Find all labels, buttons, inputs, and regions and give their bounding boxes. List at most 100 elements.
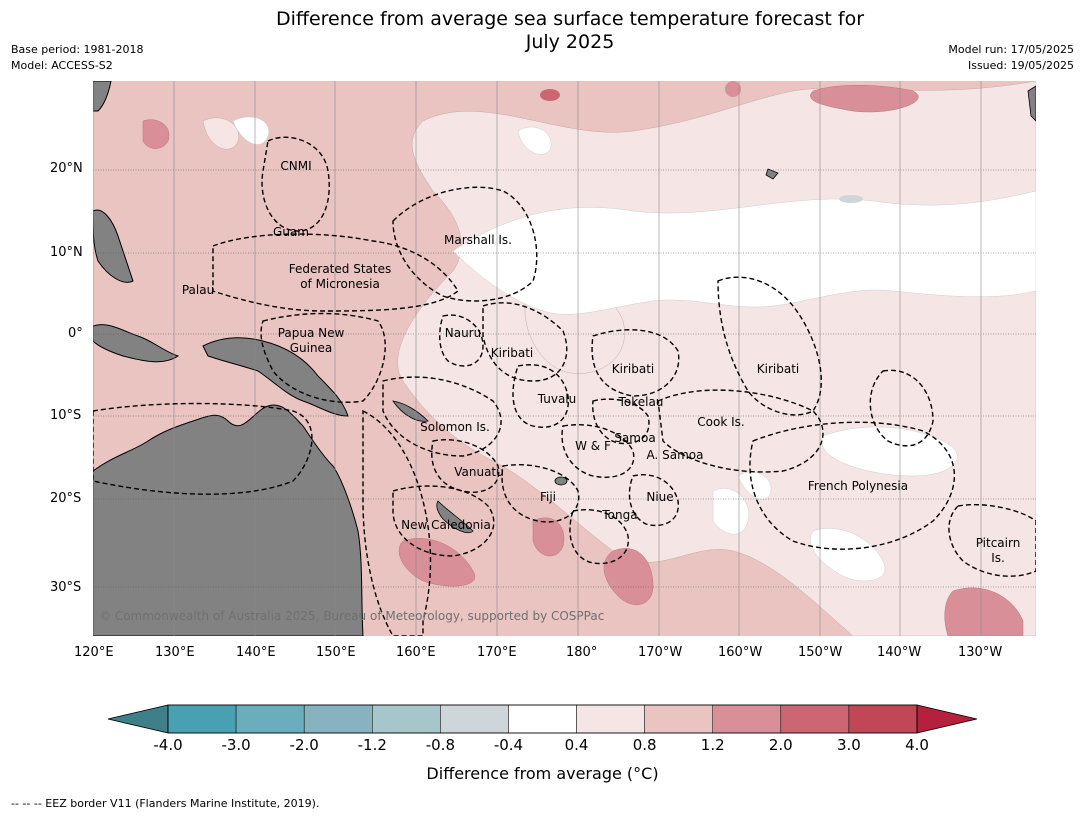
lon-label-130e: 130°E (155, 645, 195, 660)
eez-australia (93, 402, 313, 495)
lon-label-170e: 170°E (477, 645, 517, 660)
eez-tokelau (592, 398, 650, 445)
label-tokelau: Tokelau (618, 395, 664, 409)
hawaii-land (765, 168, 779, 180)
colorbar-bin (440, 704, 509, 734)
warm-patch-6 (532, 517, 565, 557)
lon-label-150w: 150°W (798, 645, 843, 660)
label-tuvalu: Tuvalu (537, 392, 577, 406)
label-fsm-1: Federated States (289, 262, 391, 276)
solomon-is-land (392, 400, 429, 422)
colorbar-tick-label: 2.0 (768, 736, 793, 754)
warm-patch-5 (944, 587, 1024, 636)
colorbar-bin (508, 704, 577, 734)
eez-tonga (569, 509, 629, 565)
label-vanuatu: Vanuatu (454, 465, 504, 479)
label-kiribati-1: Kiribati (491, 346, 533, 360)
title-line-1: Difference from average sea surface temp… (275, 8, 865, 30)
eez-cnmi (261, 136, 330, 232)
eez-cook (657, 389, 824, 473)
eez-tuvalu (512, 364, 569, 428)
warm-patch-1 (810, 85, 919, 113)
colorbar-extend-low (107, 704, 169, 734)
eez-solomon (382, 376, 502, 457)
colorbar-tick-label: -1.2 (357, 736, 387, 754)
lon-label-160w: 160°W (718, 645, 763, 660)
region-labels: CNMI Guam Marshall Is. Federated States … (182, 159, 1020, 565)
eez-pitcairn (948, 503, 1036, 577)
colorbar-frame (167, 704, 918, 734)
meta-right: Model run: 17/05/2025 Issued: 19/05/2025 (948, 42, 1074, 74)
eez-marshall (392, 186, 538, 302)
eez-samoa (561, 424, 635, 478)
colorbar-bin (644, 704, 713, 734)
lat-label-20s: 20°S (50, 491, 82, 506)
lat-label-20n: 20°N (50, 161, 83, 176)
sst-anomaly-map: CNMI Guam Marshall Is. Federated States … (93, 81, 1036, 636)
warm-patch-9 (725, 81, 741, 97)
label-asamoa: A. Samoa (647, 448, 704, 462)
australia-land (93, 404, 364, 636)
meridian-lines (93, 81, 982, 636)
lon-label-140e: 140°E (236, 645, 276, 660)
eez-png (260, 312, 386, 403)
label-samoa: Samoa (614, 431, 655, 445)
indonesia-land (93, 324, 180, 363)
issued-date: Issued: 19/05/2025 (967, 59, 1074, 72)
label-tonga: Tonga (601, 508, 637, 522)
meta-left: Base period: 1981-2018 Model: ACCESS-S2 (11, 42, 143, 74)
label-kiribati-2: Kiribati (612, 362, 654, 376)
warm-patch-8 (540, 89, 560, 101)
label-palau: Palau (182, 283, 214, 297)
title-line-2: July 2025 (525, 31, 615, 53)
base-period: Base period: 1981-2018 (11, 43, 144, 56)
warm-patch-4 (603, 548, 654, 605)
label-solomon: Solomon Is. (420, 420, 490, 434)
label-cook: Cook Is. (697, 415, 744, 429)
label-french-polynesia: French Polynesia (808, 479, 908, 493)
lon-label-130w: 130°W (958, 645, 1003, 660)
eez-new-caledonia (392, 485, 495, 557)
label-png-1: Papua New (278, 326, 345, 340)
lat-label-10s: 10°S (50, 408, 82, 423)
label-png-2: Guinea (290, 341, 333, 355)
eez-footnote: -- -- -- EEZ border V11 (Flanders Marine… (11, 797, 320, 810)
neutral-band (452, 190, 1036, 315)
colorbar-tick-label: -2.0 (289, 736, 319, 754)
grid-lines (93, 169, 1036, 588)
colorbar-tick-label: -3.0 (221, 736, 251, 754)
new-caledonia-land (436, 500, 474, 534)
eez-vanuatu (431, 439, 500, 493)
label-niue: Niue (646, 490, 673, 504)
lon-label-120e: 120°E (74, 645, 114, 660)
lon-label-180: 180° (566, 645, 598, 660)
neutral-patch-3 (712, 488, 750, 535)
warm-patch-2 (142, 119, 170, 149)
label-pitcairn-2: Is. (991, 551, 1005, 565)
eez-nauru (439, 314, 484, 367)
warm-patch-3 (398, 538, 476, 587)
eez-kiribati-line (717, 276, 822, 416)
label-wf: W & F (575, 439, 611, 453)
colorbar-bins (107, 704, 978, 734)
eez-australia-east (362, 409, 432, 636)
model-run: Model run: 17/05/2025 (948, 43, 1074, 56)
colorbar-title: Difference from average (°C) (426, 764, 659, 783)
lat-label-10n: 10°N (50, 245, 83, 260)
neutral-patch-5 (232, 116, 269, 145)
cool-patch (839, 195, 863, 203)
lat-label-30s: 30°S (50, 580, 82, 595)
lon-label-140w: 140°W (877, 645, 922, 660)
colorbar-tick-label: 3.0 (836, 736, 861, 754)
colorbar-tick-label: 0.8 (632, 736, 657, 754)
asia-land-corner (93, 81, 112, 112)
colorbar-bin (576, 704, 645, 734)
baja-land (1027, 85, 1036, 122)
copyright-notice: © Commonwealth of Australia 2025, Bureau… (99, 609, 605, 623)
colorbar-bin (372, 704, 441, 734)
label-marshall: Marshall Is. (444, 233, 512, 247)
neutral-patch-6 (517, 126, 552, 155)
colorbar-tick-label: 4.0 (905, 736, 929, 754)
lon-label-160e: 160°E (396, 645, 436, 660)
lon-label-170w: 170°W (638, 645, 683, 660)
